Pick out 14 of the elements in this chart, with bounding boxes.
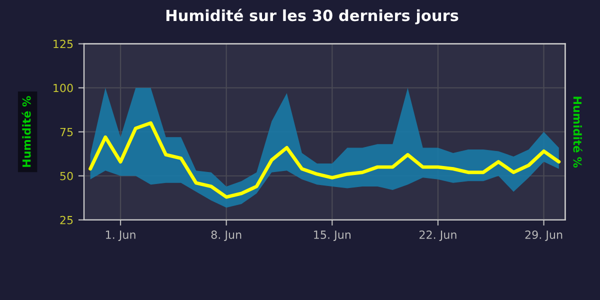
line-series — [88, 121, 561, 199]
x-tick-label: 22. Jun — [420, 230, 456, 241]
y-tick-label: 75 — [60, 128, 73, 136]
y-tick-label: 50 — [60, 172, 73, 180]
y-tick-label: 25 — [60, 216, 73, 224]
x-tick-label: 29. Jun — [525, 230, 562, 241]
x-tick-label: 1. Jun — [106, 230, 136, 241]
y-tick-label: 125 — [54, 40, 73, 48]
x-tick-label: 15. Jun — [314, 230, 350, 241]
chart-title: Humidité sur les 30 derniers jours — [166, 8, 458, 24]
y-axis-title: Humidité % — [573, 96, 582, 168]
x-tick-label: 8. Jun — [211, 230, 242, 241]
y-tick-label: 100 — [54, 84, 73, 92]
y2-axis-title: Humidité % — [22, 96, 31, 167]
